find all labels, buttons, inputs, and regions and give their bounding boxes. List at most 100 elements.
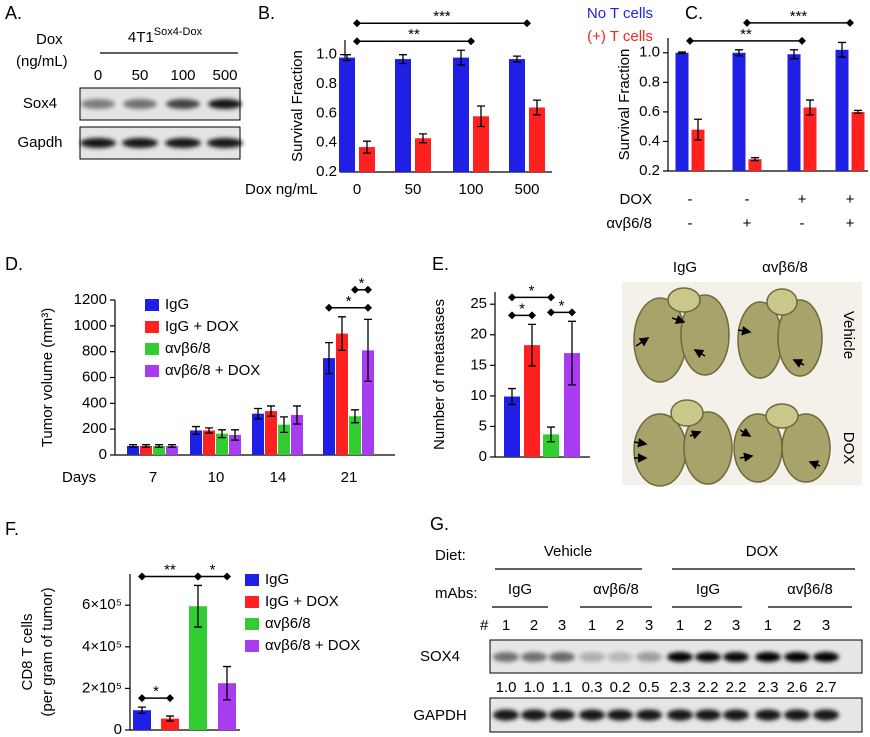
y-tick-label: 10 [470, 387, 487, 404]
band [784, 652, 810, 662]
x-row-value: - [688, 191, 693, 208]
band [493, 652, 519, 662]
significance-label: *** [790, 8, 808, 25]
bracket-end [325, 303, 333, 312]
significance-label: * [210, 561, 216, 578]
y-tick-label: 0.6 [639, 103, 660, 120]
mab: IgG [508, 581, 532, 598]
legend-label: IgG + DOX [165, 318, 239, 335]
y-tick-label: 1.0 [639, 44, 660, 61]
photo-row-label: DOX [840, 432, 857, 465]
band [493, 709, 519, 721]
lane-number: 1 [764, 617, 772, 634]
quantification: 0.3 [582, 679, 603, 696]
legend-label: αvβ6/8 [165, 340, 211, 357]
error-bar [364, 318, 372, 383]
lane-number: 2 [793, 617, 801, 634]
y-tick-label: 0.2 [316, 163, 337, 180]
photo-column-label: αvβ6/8 [762, 259, 808, 276]
y-tick-label: 2×10⁵ [82, 679, 122, 696]
band [123, 99, 157, 109]
bar [216, 433, 228, 455]
quantification: 1.0 [524, 679, 545, 696]
y-tick-label: 0 [114, 721, 122, 737]
band [755, 652, 781, 662]
diet: Vehicle [544, 543, 592, 560]
y-tick-label: 4×10⁵ [82, 638, 122, 655]
bar [543, 434, 559, 457]
panel-label: F. [5, 519, 19, 539]
x-row-value: - [745, 191, 750, 208]
x-row-label: DOX [619, 191, 652, 208]
significance-label: * [346, 293, 352, 310]
y-tick-label: 0 [479, 448, 487, 465]
x-row-value: - [688, 215, 693, 232]
blot-row-label: SOX4 [420, 648, 460, 665]
band [165, 138, 201, 148]
error-bar [694, 118, 702, 141]
error-bar [218, 429, 226, 439]
y-tick-label: 25 [470, 295, 487, 312]
error-bar [194, 584, 202, 628]
significance-label: * [359, 275, 365, 292]
lane-number: 2 [616, 617, 624, 634]
bar [339, 57, 355, 172]
error-bar [142, 444, 150, 448]
diet-label: Diet: [435, 547, 466, 564]
band [166, 99, 200, 109]
error-bar [293, 405, 301, 425]
panel-label: C. [685, 3, 703, 23]
bar [166, 445, 178, 455]
y-axis-label: Tumor volume (mm³) [39, 308, 56, 447]
error-bar [267, 405, 275, 417]
band [521, 652, 547, 662]
y-tick-label: 0.8 [639, 73, 660, 90]
bracket-end [364, 285, 372, 294]
lane-label: 50 [132, 67, 149, 84]
y-tick-label: 6×10⁵ [82, 596, 122, 613]
lane-number: 1 [502, 617, 510, 634]
band [723, 709, 749, 721]
bracket-end [364, 303, 372, 312]
error-bar [192, 425, 200, 435]
bracket-end [138, 572, 146, 581]
x-row-value: + [743, 215, 752, 232]
diet: DOX [746, 543, 779, 560]
band [784, 709, 810, 721]
bracket-end [508, 293, 516, 302]
error-bar [325, 341, 333, 375]
y-tick-label: 600 [82, 368, 107, 385]
quantification: 1.0 [496, 679, 517, 696]
band [723, 652, 749, 662]
legend-label: IgG [165, 296, 189, 313]
bar [732, 52, 746, 171]
legend-label: No T cells [587, 5, 653, 22]
y-tick-label: 1000 [74, 317, 107, 334]
significance-label: ** [740, 26, 752, 43]
lane-number: 3 [645, 617, 653, 634]
error-bar [547, 426, 555, 443]
y-tick-label: 15 [470, 356, 487, 373]
y-tick-label: 0.2 [639, 162, 660, 179]
bar [851, 111, 865, 171]
bar [323, 358, 335, 455]
legend-label: αvβ6/8 + DOX [165, 362, 260, 379]
bar [415, 138, 431, 172]
significance-label: * [529, 282, 535, 299]
lane-number: 1 [676, 617, 684, 634]
panel-label: D. [5, 254, 23, 274]
error-bar [254, 407, 262, 420]
photo-row-label: Vehicle [840, 311, 857, 359]
bar [509, 59, 525, 172]
error-bar [363, 140, 371, 154]
mab: αvβ6/8 [593, 581, 639, 598]
bar [787, 54, 801, 171]
y-axis-label: Number of metastases [431, 299, 448, 450]
y-tick-label: 1.0 [316, 46, 337, 63]
bracket-end [547, 308, 555, 317]
mabs-label: mAbs: [435, 585, 478, 602]
band [122, 138, 158, 148]
bracket-end [798, 36, 806, 45]
error-bar [223, 665, 231, 701]
